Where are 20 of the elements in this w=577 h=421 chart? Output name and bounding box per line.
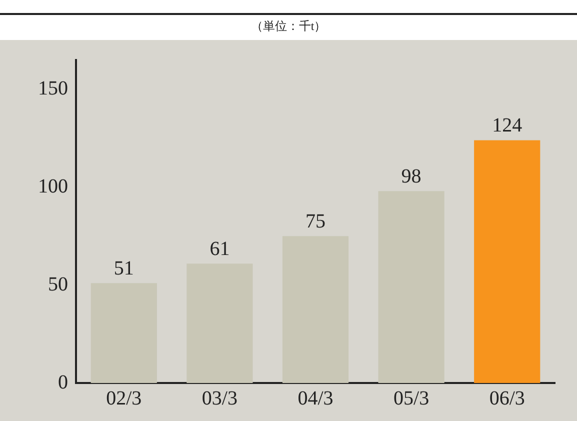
bar bbox=[474, 140, 540, 383]
y-tick-label: 150 bbox=[38, 78, 68, 100]
y-tick-label: 50 bbox=[48, 273, 68, 296]
x-tick-label: 05/3 bbox=[394, 387, 430, 410]
bar bbox=[378, 191, 444, 383]
bar bbox=[282, 236, 349, 383]
bar bbox=[90, 283, 157, 383]
data-label: 124 bbox=[492, 114, 522, 137]
y-tick-label: 0 bbox=[58, 371, 68, 394]
bar bbox=[186, 264, 253, 383]
x-tick-label: 06/3 bbox=[489, 387, 525, 410]
y-tick-label: 100 bbox=[38, 175, 68, 198]
chart-subtitle: （単位：千t） bbox=[250, 18, 328, 35]
x-tick-label: 03/3 bbox=[202, 387, 238, 410]
data-label: 98 bbox=[401, 165, 422, 188]
data-label: 75 bbox=[306, 210, 326, 232]
data-label: 61 bbox=[210, 238, 230, 260]
data-label: 51 bbox=[114, 257, 134, 280]
x-tick-label: 02/3 bbox=[106, 387, 142, 410]
x-tick-label: 04/3 bbox=[298, 387, 334, 410]
